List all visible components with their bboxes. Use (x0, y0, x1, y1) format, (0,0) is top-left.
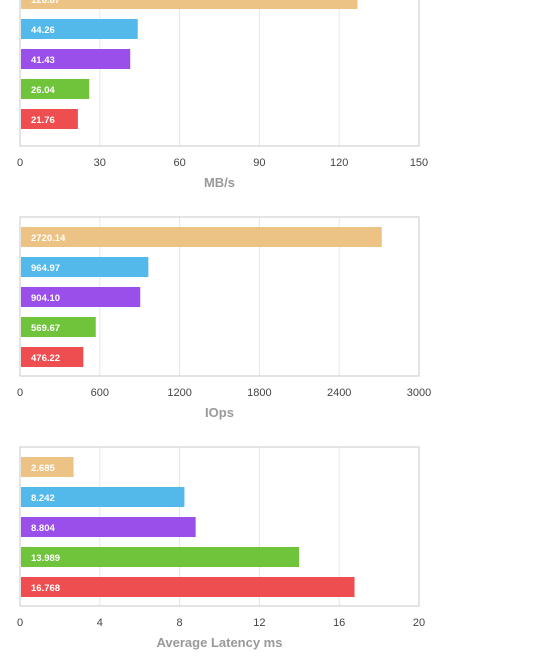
x-tick-label: 150 (410, 157, 428, 169)
bar-value-label: 2.685 (31, 463, 55, 474)
x-tick-label: 16 (333, 617, 345, 629)
plot-frame (19, 216, 420, 377)
bar (21, 0, 358, 9)
x-tick-label: 8 (177, 617, 183, 629)
x-axis-title: Average Latency ms (157, 635, 283, 650)
x-tick-label: 600 (91, 387, 109, 399)
bar-value-label: 8.804 (31, 523, 55, 534)
bar (21, 257, 149, 277)
bar (21, 287, 141, 307)
bar (21, 19, 138, 39)
bar (21, 227, 382, 247)
bar-value-label: 44.26 (31, 25, 55, 36)
x-tick-label: 60 (173, 157, 185, 169)
x-tick-label: 0 (17, 387, 23, 399)
bar-value-label: 126.87 (31, 0, 60, 6)
chart-2: 2720.14 964.97 904.10 569.67 476.22 0 600 1200 1… (17, 216, 431, 420)
x-tick-label: 3000 (407, 387, 431, 399)
bar-value-label: 904.10 (31, 293, 60, 304)
bar-value-label: 2720.14 (31, 233, 66, 244)
x-tick-label: 30 (94, 157, 106, 169)
x-axis-title: MB/s (204, 175, 235, 190)
bar-value-label: 26.04 (31, 85, 55, 96)
x-tick-label: 12 (253, 617, 265, 629)
x-tick-label: 20 (413, 617, 425, 629)
plot-frame (19, 446, 420, 607)
chart-3: 2.685 8.242 8.804 13.989 16.768 0 4 8 12 16 20 Aver… (17, 446, 425, 650)
bar (21, 457, 74, 477)
x-tick-label: 90 (253, 157, 265, 169)
bar-value-label: 21.76 (31, 115, 55, 126)
bar (21, 109, 78, 129)
bar (21, 547, 300, 567)
bar-value-label: 16.768 (31, 583, 60, 594)
bar (21, 577, 355, 597)
bar-value-label: 964.97 (31, 263, 60, 274)
x-tick-label: 120 (330, 157, 348, 169)
bar (21, 517, 196, 537)
chart-1: 126.87 44.26 41.43 26.04 21.76 0 30 60 90 120 150 M… (17, 0, 428, 190)
x-tick-label: 2400 (327, 387, 351, 399)
bar (21, 347, 84, 367)
x-tick-label: 1200 (167, 387, 191, 399)
x-tick-label: 0 (17, 617, 23, 629)
x-axis-title: IOps (205, 405, 234, 420)
x-tick-label: 0 (17, 157, 23, 169)
x-tick-label: 4 (97, 617, 103, 629)
bar-value-label: 8.242 (31, 493, 55, 504)
bar-value-label: 41.43 (31, 55, 55, 66)
plot-frame (19, 0, 420, 147)
bar (21, 49, 131, 69)
x-tick-label: 1800 (247, 387, 271, 399)
bar-value-label: 476.22 (31, 353, 60, 364)
bar-value-label: 13.989 (31, 553, 60, 564)
bar (21, 79, 90, 99)
bar (21, 317, 96, 337)
bar-value-label: 569.67 (31, 323, 60, 334)
bar (21, 487, 185, 507)
